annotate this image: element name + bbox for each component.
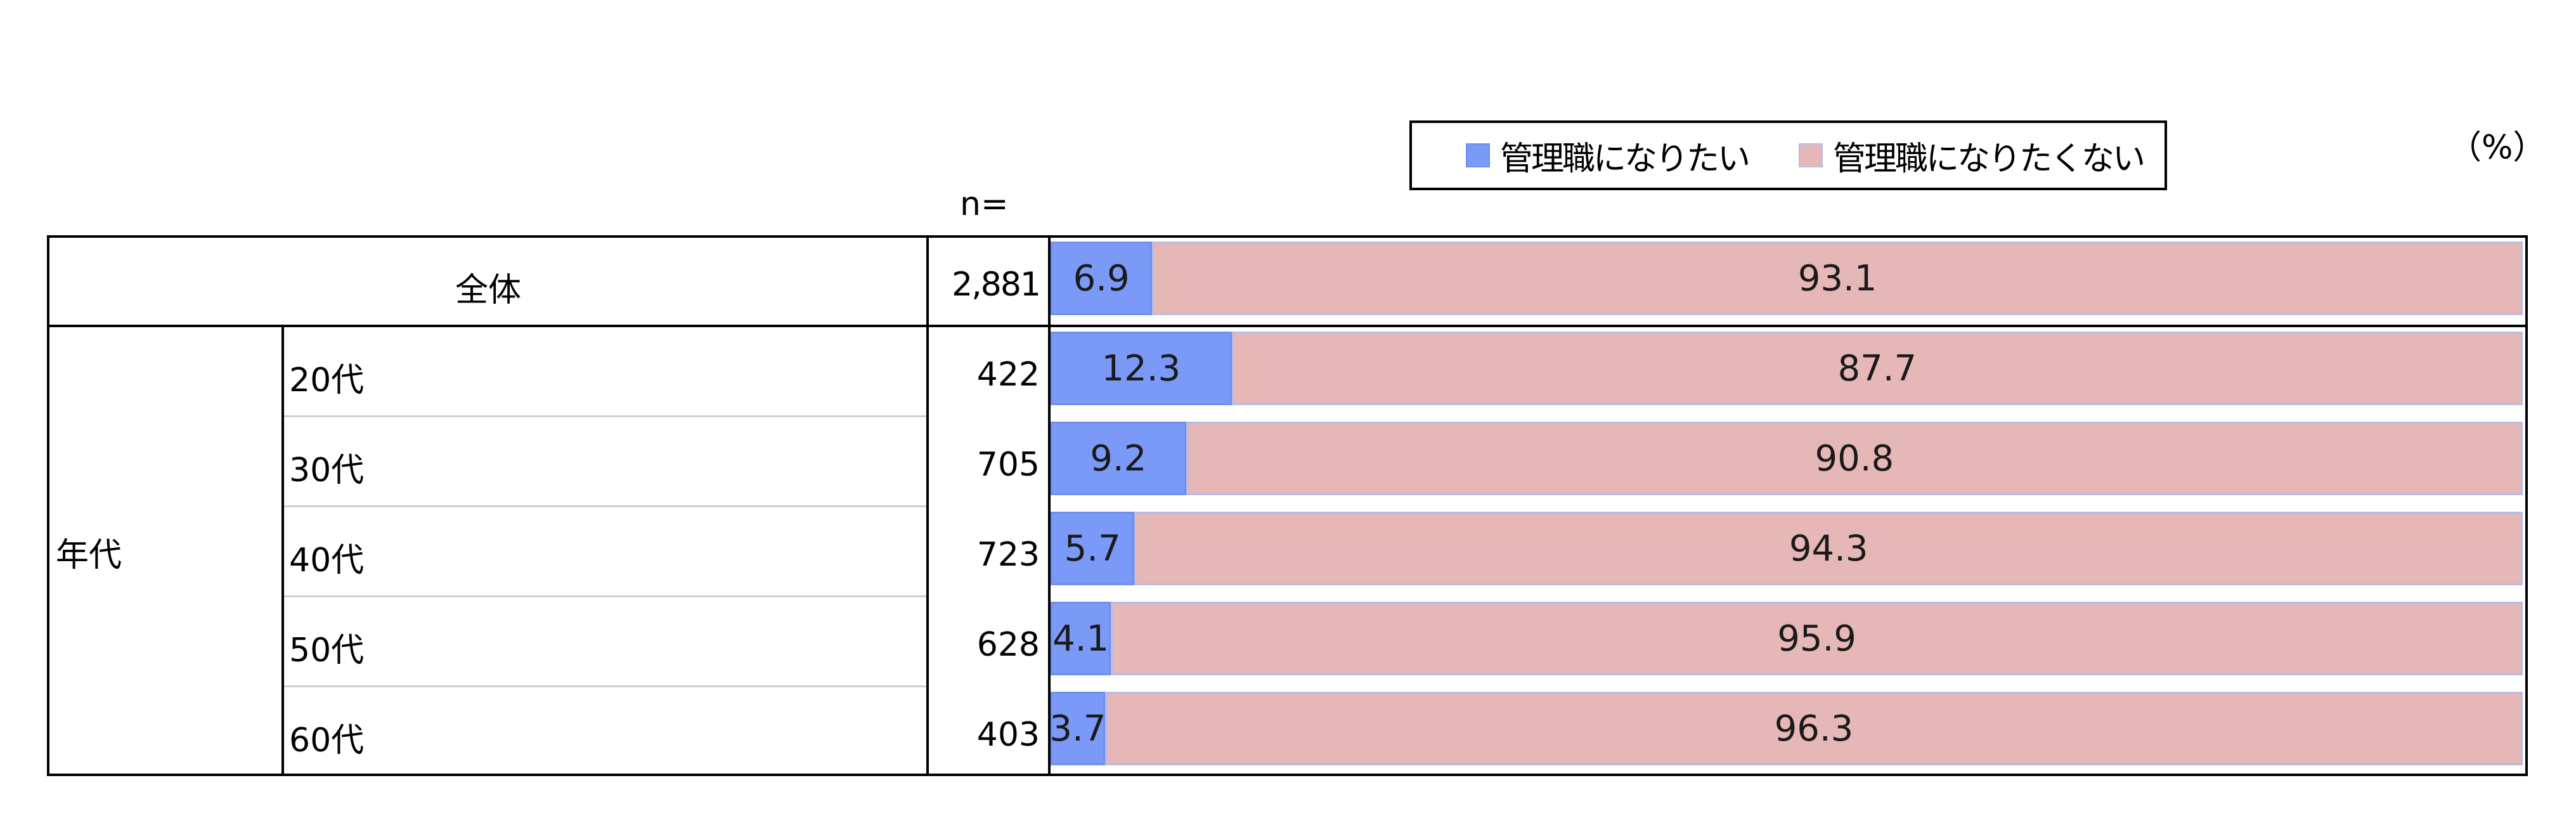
n-value-40s: 723 [976,536,1040,574]
data-label: 90.8 [1815,438,1894,479]
legend-label-want: 管理職になりたい [1500,139,1751,178]
n-column-header: n= [960,185,1009,223]
bar-row: 4.1 95.9 [1051,602,2523,675]
bar-row: 3.7 96.3 [1049,692,2523,765]
legend-item-not-want: 管理職になりたくない [1799,123,2146,188]
bar-row: 12.3 87.7 [1051,332,2523,405]
legend-item-want: 管理職になりたい [1466,123,1751,188]
data-label: 6.9 [1073,257,1130,299]
total-row-divider [49,325,2525,327]
data-label: 4.1 [1052,618,1110,659]
legend-swatch-not-want [1799,143,1823,167]
bar-segment-not-want: 93.1 [1152,242,2523,315]
bar-segment-want: 12.3 [1051,332,1232,405]
bar-segment-want: 9.2 [1051,422,1186,495]
bar-row: 6.9 93.1 [1051,242,2523,315]
data-label: 95.9 [1777,618,1856,659]
legend-swatch-want [1466,143,1490,167]
group-label-age: 年代 [56,536,122,574]
row-divider [284,685,926,687]
data-label: 94.3 [1789,528,1868,569]
data-label: 9.2 [1090,438,1147,479]
n-value-total: 2,881 [952,266,1041,304]
n-value-50s: 628 [976,626,1040,664]
row-label-30s: 30代 [289,451,365,490]
n-value-30s: 705 [976,446,1040,484]
bar-segment-not-want: 90.8 [1186,422,2523,495]
bar-segment-not-want: 87.7 [1231,332,2523,405]
bar-segment-want: 4.1 [1051,602,1111,675]
legend-label-not-want: 管理職になりたくない [1833,139,2146,178]
row-divider [284,505,926,507]
data-label: 87.7 [1837,347,1917,389]
bar-segment-not-want: 95.9 [1111,602,2523,675]
row-label-total: 全体 [455,271,522,309]
bar-segment-want: 3.7 [1049,692,1106,765]
row-label-60s: 60代 [289,722,365,760]
row-label-40s: 40代 [289,541,365,580]
row-divider [284,415,926,417]
bar-segment-want: 6.9 [1051,242,1153,315]
bar-segment-not-want: 94.3 [1134,512,2523,585]
bar-segment-not-want: 96.3 [1104,692,2523,765]
group-column-divider [282,327,284,776]
n-value-20s: 422 [976,356,1040,394]
n-value-60s: 403 [976,716,1040,754]
n-column-divider [1048,238,1051,776]
data-label: 12.3 [1101,347,1181,389]
data-table: 全体 年代 20代 30代 40代 50代 60代 2,881 422 705 … [47,235,2528,776]
chart-legend: 管理職になりたい 管理職になりたくない [1409,120,2167,190]
data-label: 5.7 [1064,528,1121,569]
label-column-divider [926,238,929,776]
row-label-50s: 50代 [289,632,365,670]
row-label-20s: 20代 [289,361,365,399]
data-label: 96.3 [1774,708,1854,749]
unit-label: （%） [2449,129,2546,167]
data-label: 3.7 [1049,708,1106,749]
bar-row: 9.2 90.8 [1051,422,2523,495]
data-label: 93.1 [1797,257,1877,299]
bar-row: 5.7 94.3 [1051,512,2523,585]
row-divider [284,595,926,597]
bar-segment-want: 5.7 [1051,512,1135,585]
